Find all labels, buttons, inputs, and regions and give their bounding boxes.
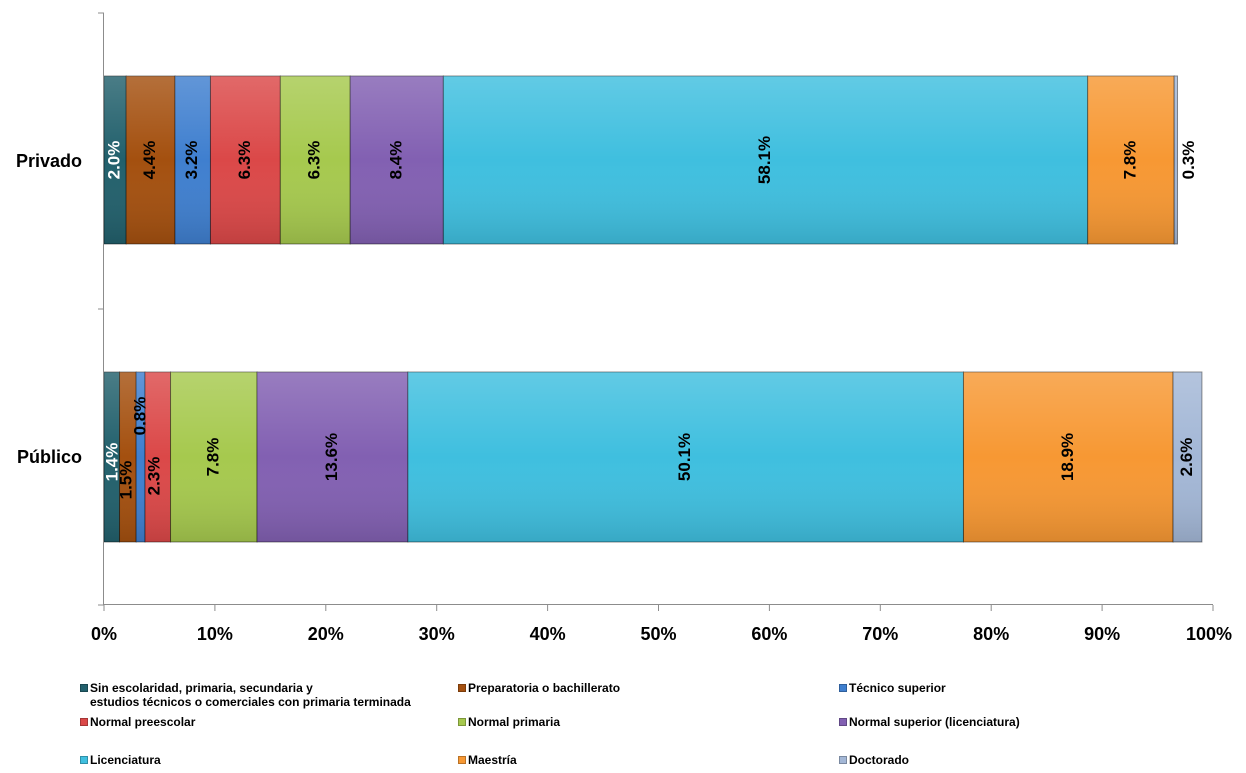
x-tick-label: 30% [419, 624, 455, 644]
data-label-privado-1: 2.0% [105, 141, 124, 180]
bar-segment-shading [170, 372, 258, 542]
x-tick-label: 100% [1186, 624, 1232, 644]
bar-segment-shading [407, 372, 964, 542]
bar-segment-shading [210, 76, 281, 244]
data-label-público-2: 1.5% [116, 461, 135, 500]
bar-segment-shading [1173, 372, 1202, 542]
data-label-público-4: 2.3% [144, 457, 163, 496]
bar-segment-shading [280, 76, 351, 244]
category-label-1: Privado [16, 151, 82, 171]
bar-segment-shading [104, 372, 120, 542]
data-label-público-9: 2.6% [1177, 438, 1196, 477]
bar-segment-shading [136, 372, 146, 542]
bar-segment-shading [174, 76, 211, 244]
bar-segment-shading [257, 372, 408, 542]
data-label-público-5: 7.8% [203, 438, 222, 477]
data-label-público-6: 13.6% [322, 433, 341, 481]
x-tick-label: 0% [91, 624, 117, 644]
x-tick-label: 60% [751, 624, 787, 644]
bar-segment-shading [145, 372, 171, 542]
x-tick-label: 20% [308, 624, 344, 644]
bar-segment-shading [1087, 76, 1175, 244]
data-label-privado-2: 4.4% [140, 141, 159, 180]
data-label-privado-8: 7.8% [1120, 141, 1139, 180]
x-tick-label: 50% [640, 624, 676, 644]
x-tick-label: 90% [1084, 624, 1120, 644]
bar-segment-shading [126, 76, 175, 244]
data-label-privado-5: 6.3% [305, 141, 324, 180]
x-tick-label: 70% [862, 624, 898, 644]
axes-group: Privado Público 0% 10% 20% 30% 40% 50% 60% 70% 80%… [16, 12, 1232, 644]
data-label-público-3: 0.8% [130, 397, 149, 436]
x-tick-label: 80% [973, 624, 1009, 644]
category-label-2: Público [17, 447, 82, 467]
bar-segment-shading [119, 372, 137, 542]
data-label-privado-4: 6.3% [235, 141, 254, 180]
x-tick-label: 40% [530, 624, 566, 644]
bar-segment-shading [963, 372, 1174, 542]
bar-segment-shading [350, 76, 444, 244]
data-label-privado-9: 0.3% [1179, 141, 1198, 180]
data-label-público-1: 1.4% [102, 443, 121, 482]
data-label-privado-6: 8.4% [386, 141, 405, 180]
bar-segment-shading [1174, 76, 1178, 244]
data-label-privado-7: 58.1% [755, 136, 774, 184]
bars-group [103, 75, 1203, 543]
bar-segment-shading [104, 76, 127, 244]
bar-segment-shading [443, 76, 1088, 244]
data-label-público-7: 50.1% [675, 433, 694, 481]
x-tick-label: 10% [197, 624, 233, 644]
data-labels-group: 2.0% 4.4% 3.2% 6.3% 6.3% 8.4% 58.1% 7.8% 0.3% 1.4… [102, 136, 1198, 499]
data-label-privado-3: 3.2% [182, 141, 201, 180]
data-label-público-8: 18.9% [1058, 433, 1077, 481]
